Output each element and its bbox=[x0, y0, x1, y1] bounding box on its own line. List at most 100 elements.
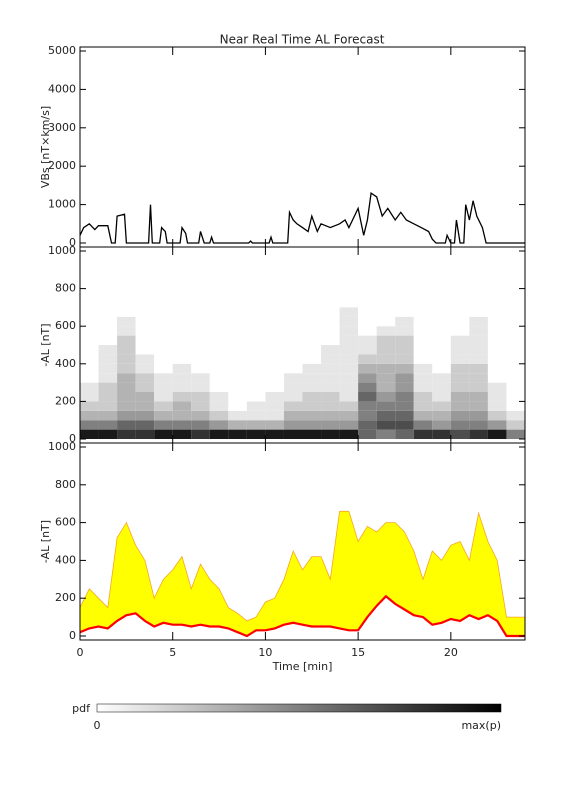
pdf-cell bbox=[321, 345, 340, 355]
pdf-cell bbox=[302, 345, 322, 355]
pdf-cell bbox=[506, 382, 525, 392]
forecast-band bbox=[80, 511, 525, 636]
pdf-cell bbox=[154, 345, 173, 355]
pdf-cell bbox=[246, 307, 266, 317]
pdf-cell bbox=[283, 335, 303, 345]
pdf-cell bbox=[321, 373, 340, 383]
pdf-cell bbox=[80, 363, 99, 374]
pdf-cell bbox=[487, 373, 507, 383]
pdf-cell bbox=[487, 410, 507, 421]
pdf-cell bbox=[117, 420, 136, 430]
pdf-cell bbox=[339, 392, 359, 402]
pdf-cell bbox=[283, 392, 303, 402]
pdf-cell bbox=[487, 382, 507, 392]
pdf-cell bbox=[172, 335, 192, 345]
pdf-cell bbox=[321, 401, 340, 411]
pdf-cell bbox=[117, 410, 136, 421]
pdf-cell bbox=[191, 373, 210, 383]
pdf-cell bbox=[191, 392, 210, 402]
pdf-cell bbox=[283, 326, 303, 336]
pdf-cell bbox=[395, 316, 414, 327]
pdf-cell bbox=[80, 373, 99, 383]
pdf-cell bbox=[506, 429, 525, 439]
pdf-cell bbox=[321, 363, 340, 374]
pdf-cell bbox=[283, 401, 303, 411]
y-tick-label: 800 bbox=[55, 478, 76, 491]
pdf-cell bbox=[228, 429, 247, 439]
pdf-cell bbox=[321, 354, 340, 364]
pdf-cell bbox=[209, 354, 229, 364]
pdf-cell bbox=[265, 335, 284, 345]
pdf-cell bbox=[358, 382, 377, 392]
pdf-cell bbox=[135, 392, 155, 402]
y-axis-label: -AL [nT] bbox=[39, 520, 52, 563]
pdf-cell bbox=[413, 382, 433, 392]
pdf-cell bbox=[246, 316, 266, 327]
pdf-cell bbox=[80, 354, 99, 364]
pdf-cell bbox=[450, 382, 470, 392]
pdf-cell bbox=[154, 420, 173, 430]
pdf-cell bbox=[395, 326, 414, 336]
y-tick-label: 200 bbox=[55, 394, 76, 407]
pdf-cell bbox=[302, 307, 322, 317]
y-tick-label: 400 bbox=[55, 553, 76, 566]
pdf-cell bbox=[302, 373, 322, 383]
pdf-cell bbox=[228, 345, 247, 355]
pdf-cell bbox=[376, 429, 396, 439]
pdf-cell bbox=[487, 316, 507, 327]
pdf-cell bbox=[172, 382, 192, 392]
pdf-cell bbox=[321, 410, 340, 421]
pdf-cell bbox=[172, 354, 192, 364]
pdf-cell bbox=[98, 392, 118, 402]
pdf-cell bbox=[469, 363, 488, 374]
pdf-cell bbox=[395, 382, 414, 392]
pdf-cell bbox=[135, 382, 155, 392]
pdf-cell bbox=[246, 326, 266, 336]
pdf-cell bbox=[98, 354, 118, 364]
pdf-cell bbox=[228, 382, 247, 392]
pdf-cell bbox=[321, 307, 340, 317]
pdf-cell bbox=[487, 326, 507, 336]
pdf-cell bbox=[450, 373, 470, 383]
y-tick-label: 1000 bbox=[48, 198, 76, 211]
pdf-cell bbox=[209, 326, 229, 336]
pdf-cell bbox=[246, 373, 266, 383]
pdf-cell bbox=[80, 392, 99, 402]
pdf-cell bbox=[265, 401, 284, 411]
median-line bbox=[79, 594, 525, 638]
x-tick-label: 15 bbox=[351, 646, 365, 659]
pdf-cell bbox=[376, 316, 396, 327]
pdf-cell bbox=[172, 373, 192, 383]
pdf-cell bbox=[209, 335, 229, 345]
pdf-cell bbox=[395, 373, 414, 383]
pdf-cell bbox=[135, 410, 155, 421]
pdf-cell bbox=[154, 326, 173, 336]
pdf-cell bbox=[376, 373, 396, 383]
pdf-cell bbox=[117, 316, 136, 327]
pdf-cell bbox=[228, 401, 247, 411]
pdf-cell bbox=[506, 410, 525, 421]
pdf-cell bbox=[265, 363, 284, 374]
pdf-cell bbox=[98, 382, 118, 392]
y-tick-label: 0 bbox=[69, 629, 76, 642]
pdf-cell bbox=[209, 410, 229, 421]
pdf-cell bbox=[209, 307, 229, 317]
pdf-cell bbox=[395, 401, 414, 411]
pdf-cell bbox=[413, 326, 433, 336]
pdf-cell bbox=[339, 316, 359, 327]
pdf-cell bbox=[98, 345, 118, 355]
pdf-cell bbox=[228, 420, 247, 430]
pdf-cell bbox=[432, 307, 451, 317]
pdf-cell bbox=[228, 373, 247, 383]
pdf-cell bbox=[376, 401, 396, 411]
pdf-cell bbox=[395, 429, 414, 439]
pdf-cell bbox=[302, 410, 322, 421]
pdf-cell bbox=[302, 429, 322, 439]
pdf-cell bbox=[172, 326, 192, 336]
pdf-cell bbox=[487, 401, 507, 411]
pdf-cell bbox=[395, 392, 414, 402]
pdf-cell bbox=[302, 382, 322, 392]
pdf-cell bbox=[413, 363, 433, 374]
pdf-cell bbox=[358, 429, 377, 439]
